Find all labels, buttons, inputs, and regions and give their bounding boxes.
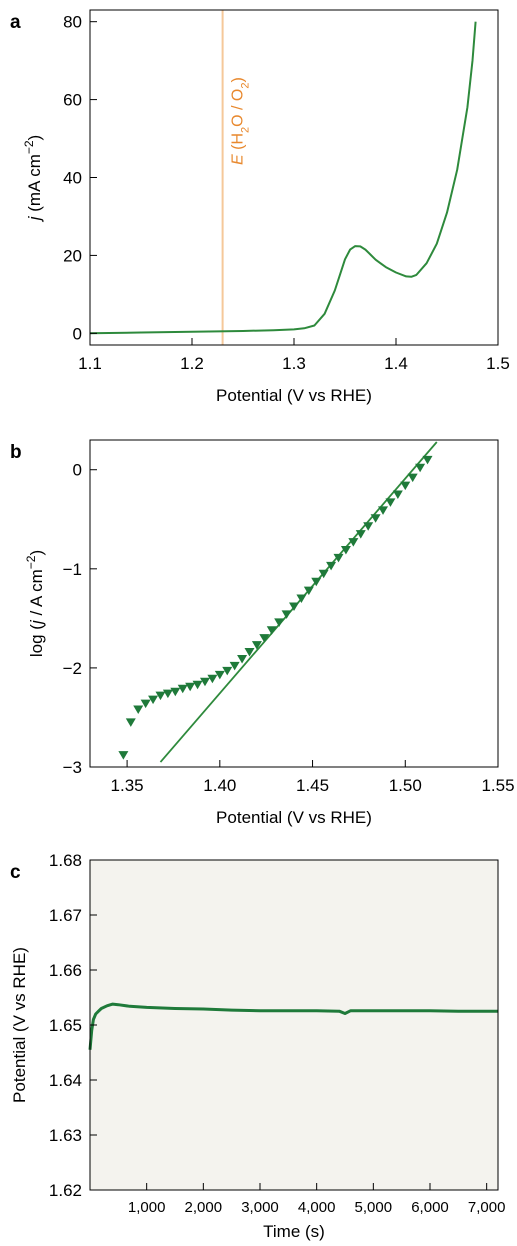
data-point	[363, 522, 374, 531]
data-point	[378, 506, 389, 515]
x-tick-label: 1.5	[486, 354, 510, 373]
y-tick-label: 40	[63, 169, 82, 188]
x-tick-label: 1.45	[296, 776, 329, 795]
data-point	[118, 751, 129, 760]
data-point	[385, 498, 396, 507]
data-point	[266, 626, 277, 635]
reference-line-label: E (H2O / O2)	[230, 77, 252, 165]
data-point	[199, 677, 210, 687]
y-tick-label: −3	[63, 758, 82, 777]
data-point	[148, 695, 159, 705]
data-point	[296, 594, 307, 604]
data-point	[140, 699, 151, 709]
x-tick-label: 1.3	[282, 354, 306, 373]
y-tick-label: 20	[63, 246, 82, 265]
data-point	[311, 577, 322, 587]
series-line	[88, 1002, 498, 1050]
plot-area	[90, 860, 498, 1190]
x-tick-label: 1,000	[128, 1199, 166, 1216]
x-tick-label: 1.55	[481, 776, 514, 795]
data-point	[289, 602, 299, 611]
data-point	[415, 463, 426, 473]
x-tick-label: 4,000	[298, 1199, 336, 1216]
x-tick-label: 1.1	[78, 354, 102, 373]
y-tick-label: 60	[63, 91, 82, 110]
fit-line	[159, 441, 438, 763]
data-point	[348, 538, 359, 547]
data-point	[259, 634, 270, 643]
data-point	[162, 689, 173, 699]
series-line	[89, 21, 477, 335]
data-point	[400, 481, 411, 491]
y-tick-label: 80	[63, 13, 82, 32]
y-tick-label: 1.68	[49, 851, 82, 870]
x-tick-label: 1.35	[111, 776, 144, 795]
y-axis-label: j (mA cm−2)	[22, 135, 44, 222]
panel-c: c 1,000 2,000 3,000 4,000 5,000 6,000 7,000 1.62…	[10, 851, 505, 1241]
panel-label: c	[10, 862, 21, 883]
data-point	[185, 682, 196, 692]
y-tick-label: −1	[63, 560, 82, 579]
data-point	[177, 684, 188, 694]
data-point	[237, 654, 248, 664]
x-tick-label: 3,000	[241, 1199, 279, 1216]
data-point	[170, 687, 181, 697]
y-tick-label: 0	[73, 324, 82, 343]
data-point	[192, 680, 203, 690]
data-point	[244, 648, 255, 657]
y-tick-label: 1.67	[49, 906, 82, 925]
data-point	[340, 545, 351, 555]
panel-b: b 1.35 1.40 1.45 1.50 1.55 −3 −2 −1 0 Potential (V…	[10, 439, 515, 827]
panel-label: b	[10, 442, 22, 463]
panel-label: a	[10, 12, 21, 33]
x-tick-label: 1.40	[203, 776, 236, 795]
data-point	[207, 674, 218, 684]
data-point	[422, 455, 433, 465]
x-axis-label: Potential (V vs RHE)	[216, 808, 372, 827]
data-point	[303, 586, 314, 596]
data-point	[125, 718, 136, 727]
data-point	[274, 618, 285, 627]
y-axis-label: Potential (V vs RHE)	[10, 947, 29, 1103]
x-tick-label: 1.4	[384, 354, 408, 373]
data-point	[222, 666, 233, 676]
data-point	[407, 473, 418, 483]
x-axis-label: Potential (V vs RHE)	[216, 386, 372, 405]
data-point	[355, 530, 366, 539]
x-axis-label: Time (s)	[263, 1222, 325, 1241]
data-point	[370, 514, 381, 523]
y-axis-label: log (j / A cm−2)	[24, 550, 46, 657]
data-point	[229, 661, 240, 671]
x-tick-label: 6,000	[411, 1199, 449, 1216]
axes-frame	[89, 439, 499, 768]
y-tick-label: 1.65	[49, 1016, 82, 1035]
data-point	[155, 691, 166, 701]
data-point	[392, 490, 403, 499]
data-point	[326, 561, 337, 571]
data-point	[214, 670, 225, 680]
plot-area	[90, 10, 498, 345]
data-point	[333, 553, 344, 563]
y-tick-label: −2	[63, 659, 82, 678]
data-point	[251, 641, 262, 650]
data-point	[281, 610, 292, 619]
y-tick-label: 1.66	[49, 961, 82, 980]
x-tick-label: 2,000	[185, 1199, 223, 1216]
x-tick-label: 7,000	[468, 1199, 506, 1216]
x-tick-label: 1.50	[389, 776, 422, 795]
y-tick-label: 1.62	[49, 1181, 82, 1200]
y-tick-label: 0	[73, 461, 82, 480]
x-tick-label: 5,000	[355, 1199, 393, 1216]
y-tick-label: 1.64	[49, 1071, 82, 1090]
data-point	[318, 569, 329, 579]
panel-a: a E (H2O / O2) 1.1 1.2 1.3 1.4 1.5 0 20 40 60 80 Pot…	[10, 9, 510, 405]
data-point	[133, 705, 144, 715]
x-tick-label: 1.2	[180, 354, 204, 373]
y-tick-label: 1.63	[49, 1126, 82, 1145]
